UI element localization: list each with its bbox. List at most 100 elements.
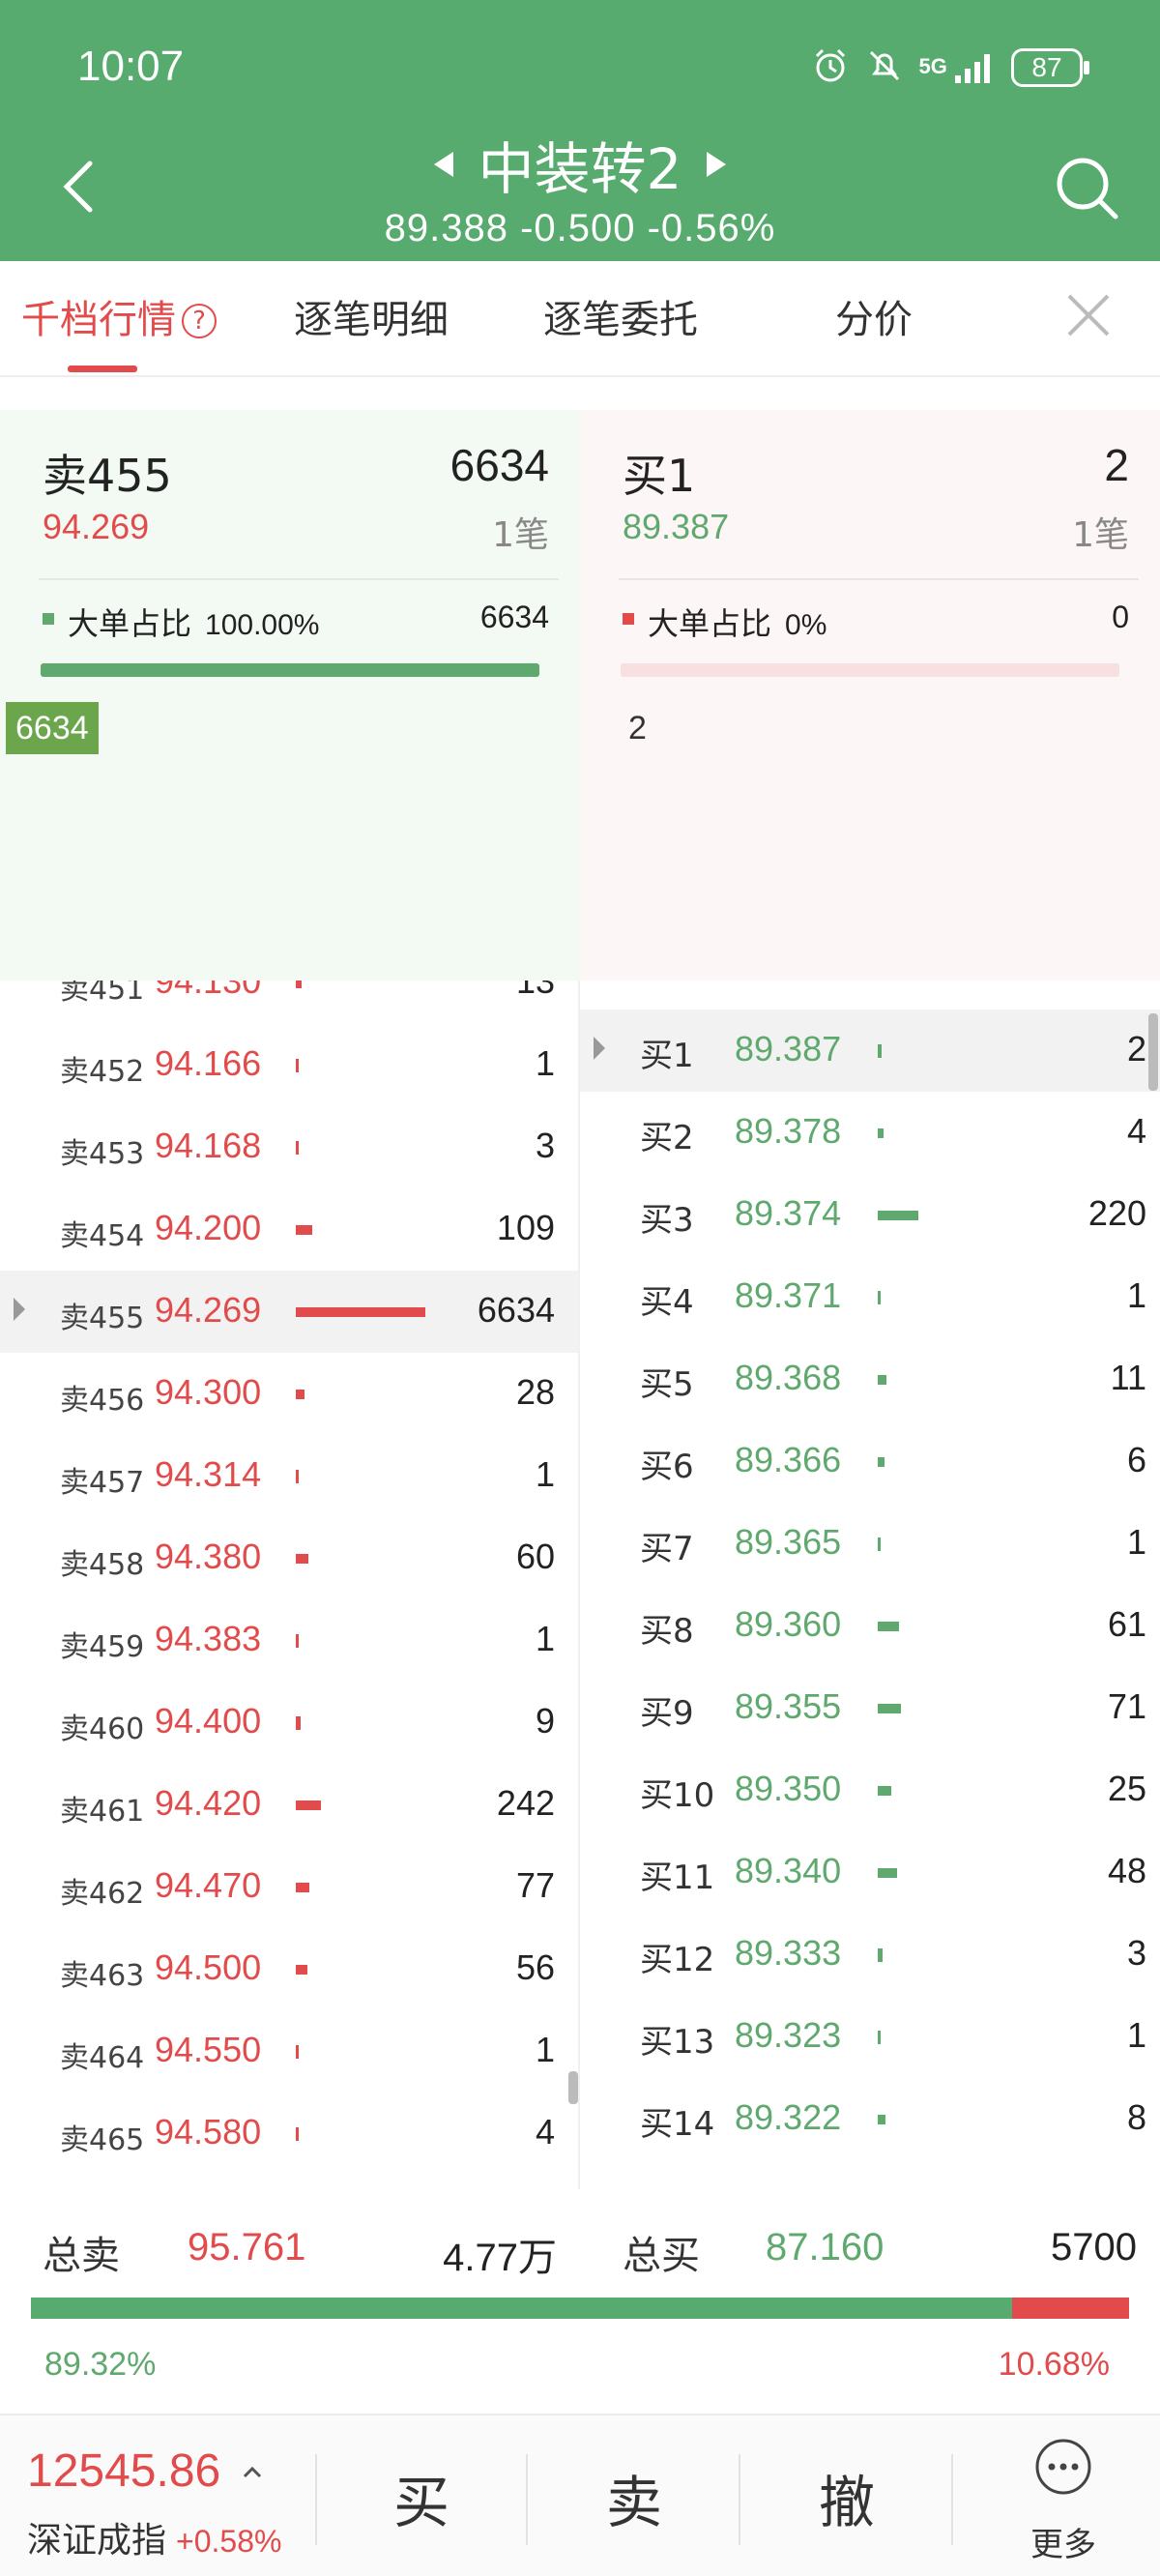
sell-level-label: 卖461 [60, 1795, 145, 1829]
buy-order-row[interactable]: 买13 89.323 1 [580, 1996, 1160, 2078]
buy-order-row[interactable]: 买11 89.340 48 [580, 1831, 1160, 1914]
buy-price: 89.378 [735, 1111, 842, 1151]
buy-order-row[interactable]: 买10 89.350 25 [580, 1749, 1160, 1831]
sell-order-row[interactable]: 卖458 94.380 60 [0, 1517, 580, 1599]
sell-order-row[interactable]: 卖451 94.130 13 [0, 981, 580, 1024]
sell-scrollbar[interactable] [568, 2071, 578, 2104]
more-button[interactable]: 更多 [1005, 2437, 1121, 2564]
sell-volume-bar [296, 1800, 321, 1810]
sell-order-row[interactable]: 卖455 94.269 6634 [0, 1271, 580, 1353]
total-buy-label: 总买 [623, 2234, 700, 2278]
sell-big-order-fill [41, 663, 539, 677]
battery-icon: 87 [1011, 48, 1089, 87]
close-button[interactable] [1059, 286, 1117, 344]
sell-level-label: 卖465 [60, 2123, 145, 2157]
buy-scrollbar[interactable] [1148, 1013, 1158, 1091]
sell-order-row[interactable]: 卖460 94.400 9 [0, 1682, 580, 1764]
buy-ladder[interactable]: 买1 89.387 2 买2 89.378 4 买3 89.374 220 买4 89.371 1 买5… [580, 981, 1160, 2189]
buy-order-row[interactable]: 买5 89.368 11 [580, 1338, 1160, 1420]
sell-order-row[interactable]: 卖464 94.550 1 [0, 2010, 580, 2093]
sell-volume-tag: 6634 [6, 702, 99, 754]
buy-level-label: 买3 [640, 1201, 694, 1240]
buy-order-row[interactable]: 买3 89.374 220 [580, 1174, 1160, 1256]
sell-order-row[interactable]: 卖463 94.500 56 [0, 1928, 580, 2010]
search-button[interactable] [1052, 153, 1121, 222]
buy-volume-bar [878, 1948, 883, 1962]
divider [619, 578, 1139, 580]
buy-button[interactable]: 买 [392, 2470, 450, 2535]
totals-section: 总卖 95.761 4.77万 总买 87.160 5700 89.32% 10… [0, 2189, 1160, 2412]
more-label: 更多 [1030, 2526, 1096, 2564]
buy-volume-bar [878, 2031, 881, 2044]
buy-order-row[interactable]: 买1 89.387 2 [580, 1010, 1160, 1092]
tab-price-split[interactable]: 分价 [835, 298, 913, 342]
sell-level-label: 卖463 [60, 1959, 145, 1993]
buy-order-row[interactable]: 买8 89.360 61 [580, 1585, 1160, 1667]
divider [739, 2454, 740, 2545]
buy-level-label: 买1 [640, 1037, 694, 1075]
buy-quantity: 1 [1126, 1522, 1146, 1562]
buy-level-label: 买5 [640, 1365, 694, 1404]
index-value[interactable]: 12545.86 [27, 2445, 221, 2497]
cancel-button[interactable]: 撤 [818, 2470, 875, 2535]
next-triangle-icon[interactable] [707, 152, 727, 177]
tab-depth[interactable]: 千档行情? [21, 288, 217, 344]
sell-button[interactable]: 卖 [605, 2470, 662, 2535]
sell-volume-bar [296, 1554, 308, 1564]
sell-ladder[interactable]: 卖451 94.130 13 卖452 94.166 1 卖453 94.168 3 卖454 94… [0, 981, 580, 2189]
prev-triangle-icon[interactable] [433, 152, 453, 177]
sell-order-row[interactable]: 卖452 94.166 1 [0, 1024, 580, 1106]
tab-tick-detail[interactable]: 逐笔明细 [294, 298, 449, 342]
sell-order-row[interactable]: 卖461 94.420 242 [0, 1764, 580, 1846]
buy-order-row[interactable]: 买14 89.322 8 [580, 2078, 1160, 2160]
buy-order-row[interactable]: 买4 89.371 1 [580, 1256, 1160, 1338]
sell-volume-bar [296, 1634, 299, 1648]
buy-summary-volume: 2 [1104, 440, 1129, 490]
sell-volume-bar [296, 1307, 425, 1317]
buy-level-label: 买11 [640, 1859, 715, 1897]
buy-order-row[interactable]: 买6 89.366 6 [580, 1420, 1160, 1503]
buy-quantity: 25 [1107, 1769, 1146, 1808]
sell-order-row[interactable]: 卖465 94.580 4 [0, 2093, 580, 2175]
tab-order-detail[interactable]: 逐笔委托 [543, 298, 698, 342]
buy-volume-bar [878, 1622, 899, 1631]
buy-quantity: 71 [1107, 1686, 1146, 1726]
buy-price: 89.355 [735, 1686, 842, 1726]
tab-bar: 千档行情? 逐笔明细 逐笔委托 分价 [0, 261, 1160, 377]
back-button[interactable] [54, 153, 102, 220]
divider [951, 2454, 953, 2545]
sell-order-row[interactable]: 卖456 94.300 28 [0, 1353, 580, 1435]
sell-big-order-label: 大单占比 100.00% [68, 600, 319, 644]
sell-price: 94.550 [155, 2030, 262, 2069]
buy-order-row[interactable]: 买12 89.333 3 [580, 1914, 1160, 1996]
buy-level-label: 买10 [640, 1776, 715, 1815]
buy-quantity: 3 [1126, 1933, 1146, 1973]
sell-quantity: 1 [535, 1619, 555, 1658]
chevron-up-icon[interactable] [242, 2462, 263, 2483]
sell-quantity: 1 [535, 2030, 555, 2069]
sell-price: 94.470 [155, 1865, 262, 1905]
sell-order-row[interactable]: 卖453 94.168 3 [0, 1106, 580, 1188]
sell-order-row[interactable]: 卖457 94.314 1 [0, 1435, 580, 1517]
total-buy-volume: 5700 [1051, 2226, 1137, 2269]
index-name-line: 深证成指 +0.58% [27, 2512, 281, 2562]
sell-volume-bar [296, 1141, 299, 1155]
bottom-action-bar: 12545.86 深证成指 +0.58% 买 卖 撤 更多 [0, 2414, 1160, 2576]
buy-order-row[interactable]: 买2 89.378 4 [580, 1092, 1160, 1174]
buy-quantity: 1 [1126, 1275, 1146, 1315]
sell-order-row[interactable]: 卖459 94.383 1 [0, 1599, 580, 1682]
buy-order-row[interactable]: 买9 89.355 71 [580, 1667, 1160, 1749]
buy-level-label: 买12 [640, 1941, 715, 1979]
sell-level-label: 卖462 [60, 1877, 145, 1911]
sell-order-row[interactable]: 卖454 94.200 109 [0, 1188, 580, 1271]
buy-volume-bar [878, 1211, 918, 1220]
sell-level-label: 卖458 [60, 1548, 145, 1582]
sell-order-row[interactable]: 卖462 94.470 77 [0, 1846, 580, 1928]
buy-volume-bar [878, 1044, 882, 1058]
sell-summary-price: 94.269 [43, 507, 150, 546]
buy-order-row[interactable]: 买7 89.365 1 [580, 1503, 1160, 1585]
buy-quantity: 2 [1126, 1029, 1146, 1068]
sell-quantity: 56 [515, 1947, 555, 1987]
big-order-text: 大单占比 [648, 605, 772, 642]
help-icon[interactable]: ? [182, 304, 217, 338]
